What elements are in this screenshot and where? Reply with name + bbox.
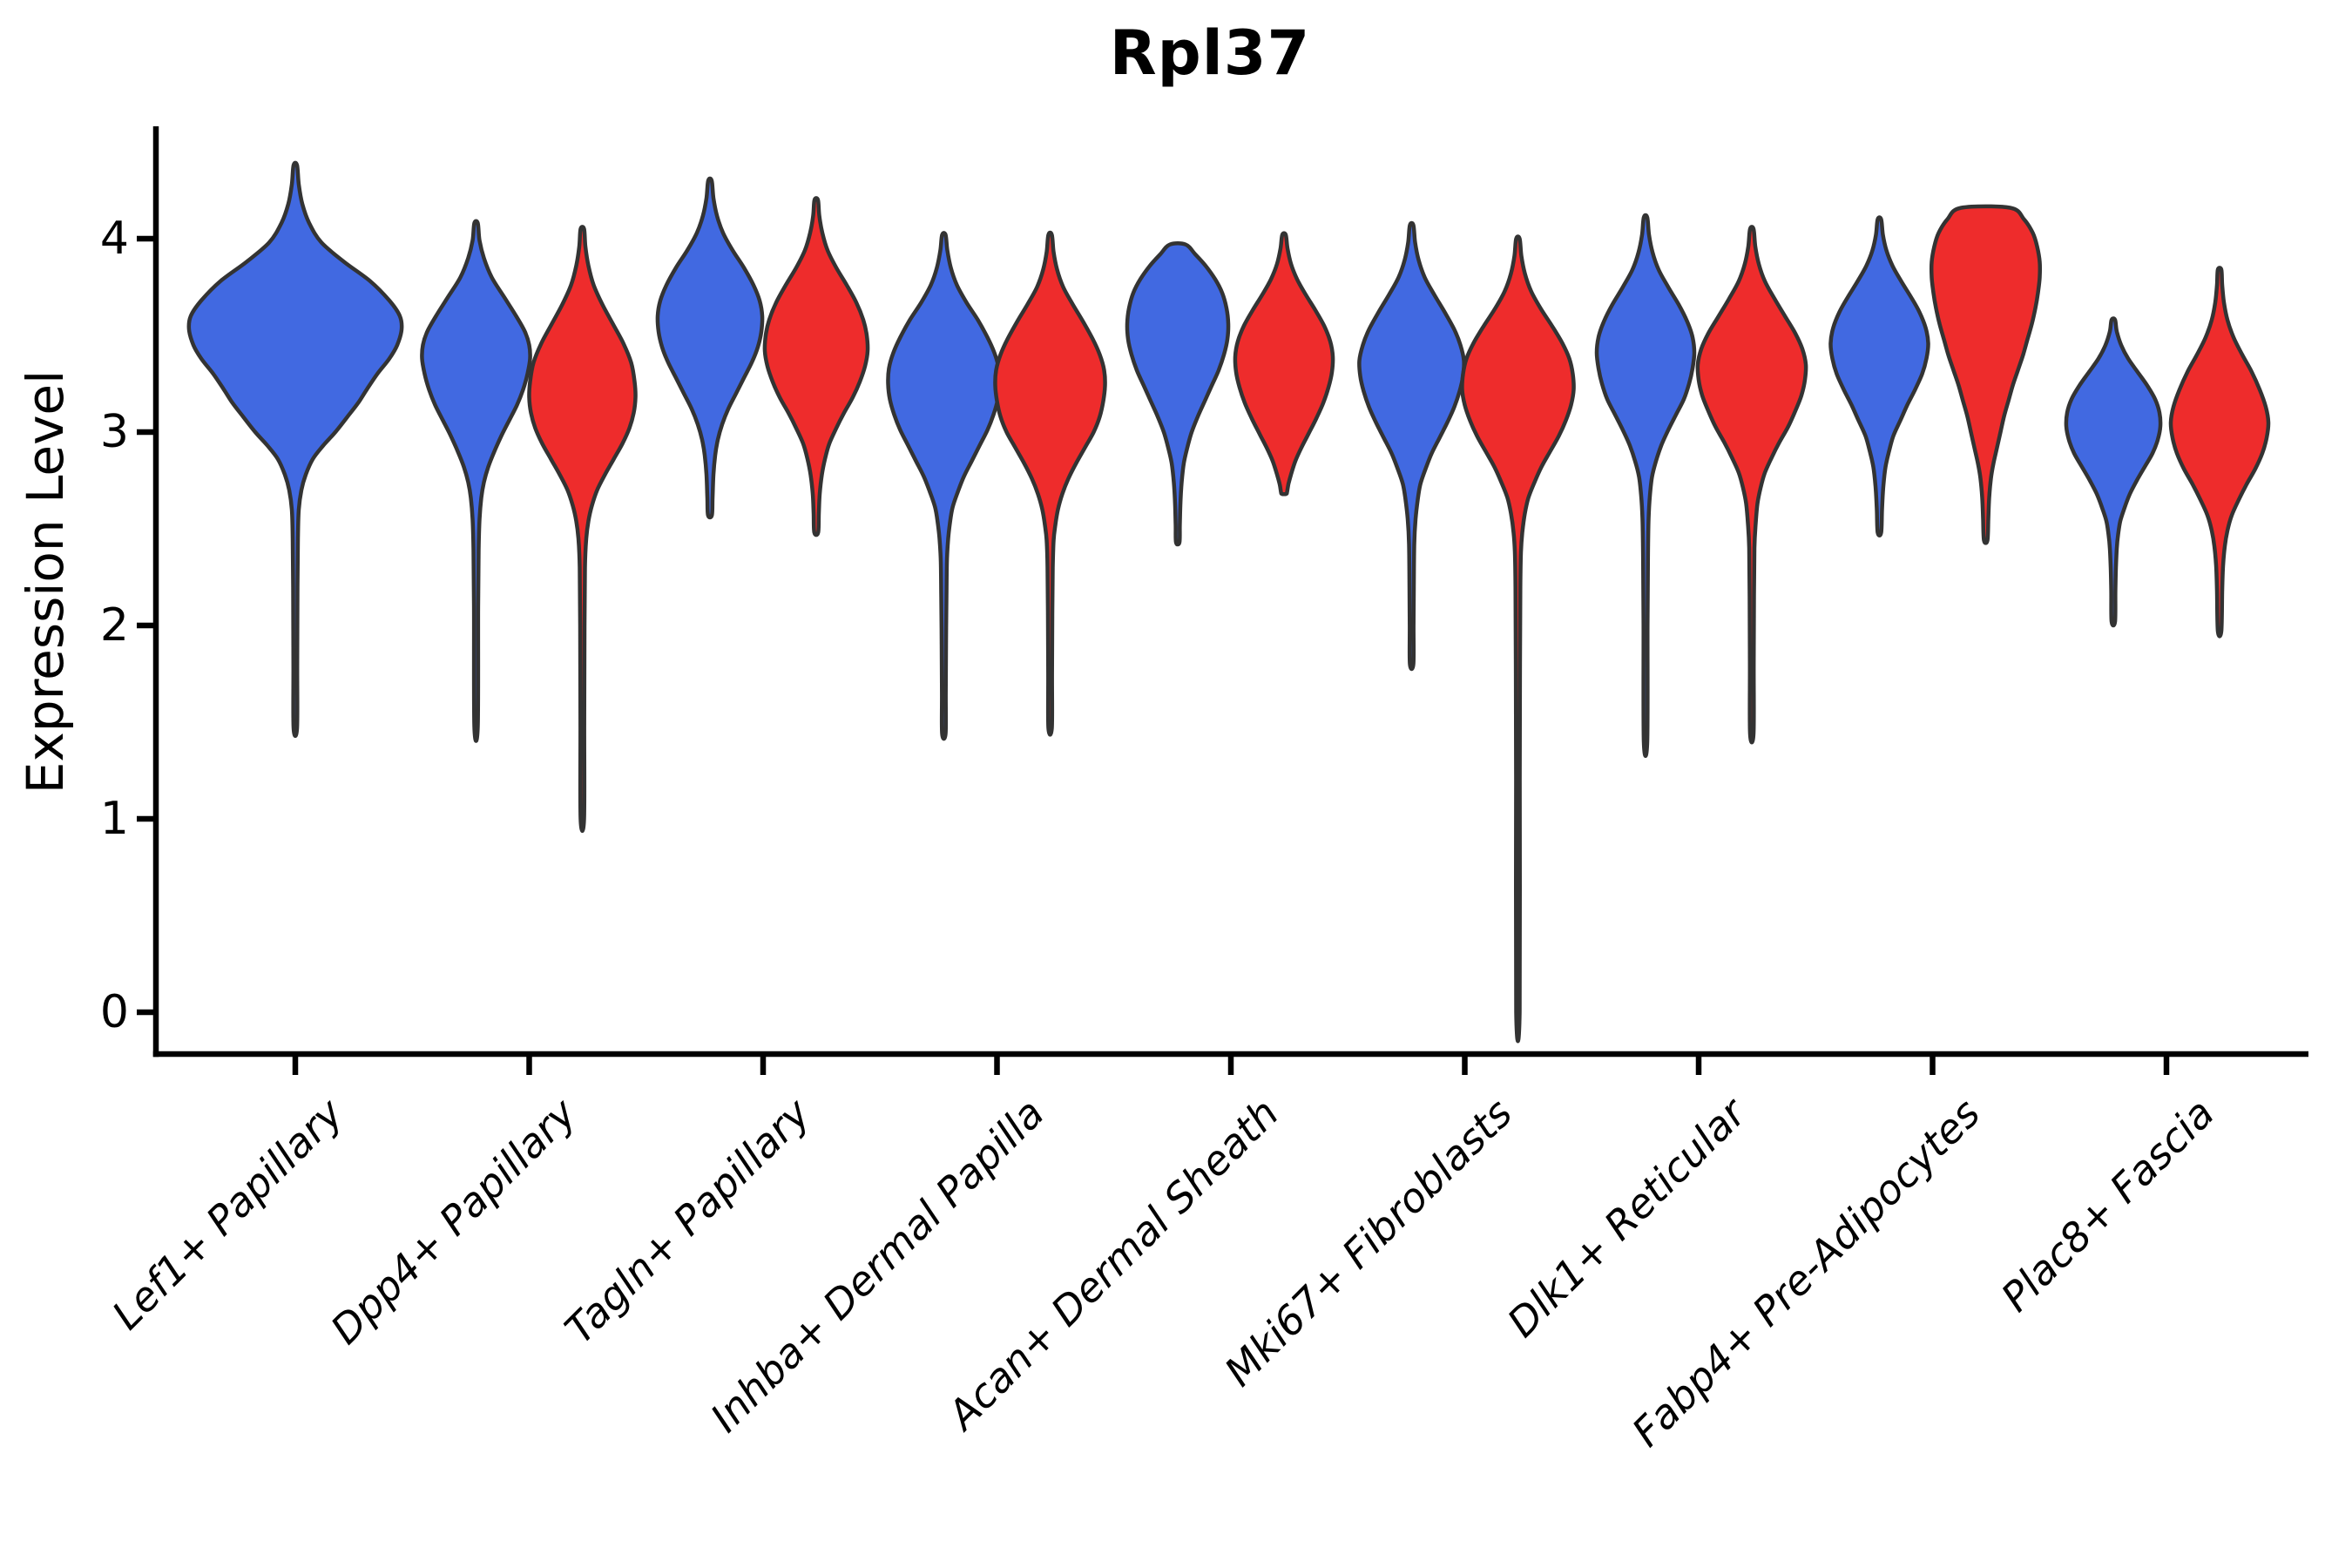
y-tick-label: 0 [99, 986, 129, 1038]
y-tick-label: 1 [99, 793, 129, 845]
violin-Tagln+-blue [655, 176, 765, 520]
violin-Plac8+-blue [2064, 316, 2163, 628]
violin-Tagln+-red [762, 196, 870, 537]
violin-Dpp4+-red [527, 225, 638, 834]
y-tick-label: 3 [99, 406, 129, 458]
violin-Dlk1+-blue [1594, 213, 1697, 759]
violin-Inhba+-blue [886, 231, 1002, 741]
violin-Dlk1+-red [1695, 225, 1808, 745]
y-tick-label: 2 [99, 599, 129, 652]
violin-Fabp4+-red [1929, 204, 2043, 545]
violin-Mki67+-blue [1357, 220, 1466, 672]
violin-Acan+-red [1233, 231, 1335, 497]
violin-Lef1+-blue [186, 160, 404, 739]
violin-Inhba+-red [993, 230, 1107, 737]
violin-Dpp4+-blue [420, 219, 532, 743]
violin-Mki67+-red [1460, 234, 1576, 1044]
violin-Fabp4+-blue [1828, 215, 1930, 538]
chart-title: Rpl37 [1109, 17, 1311, 89]
violin-Acan+-blue [1125, 241, 1231, 547]
y-tick-label: 4 [99, 213, 129, 265]
violin-Plac8+-red [2168, 266, 2271, 639]
